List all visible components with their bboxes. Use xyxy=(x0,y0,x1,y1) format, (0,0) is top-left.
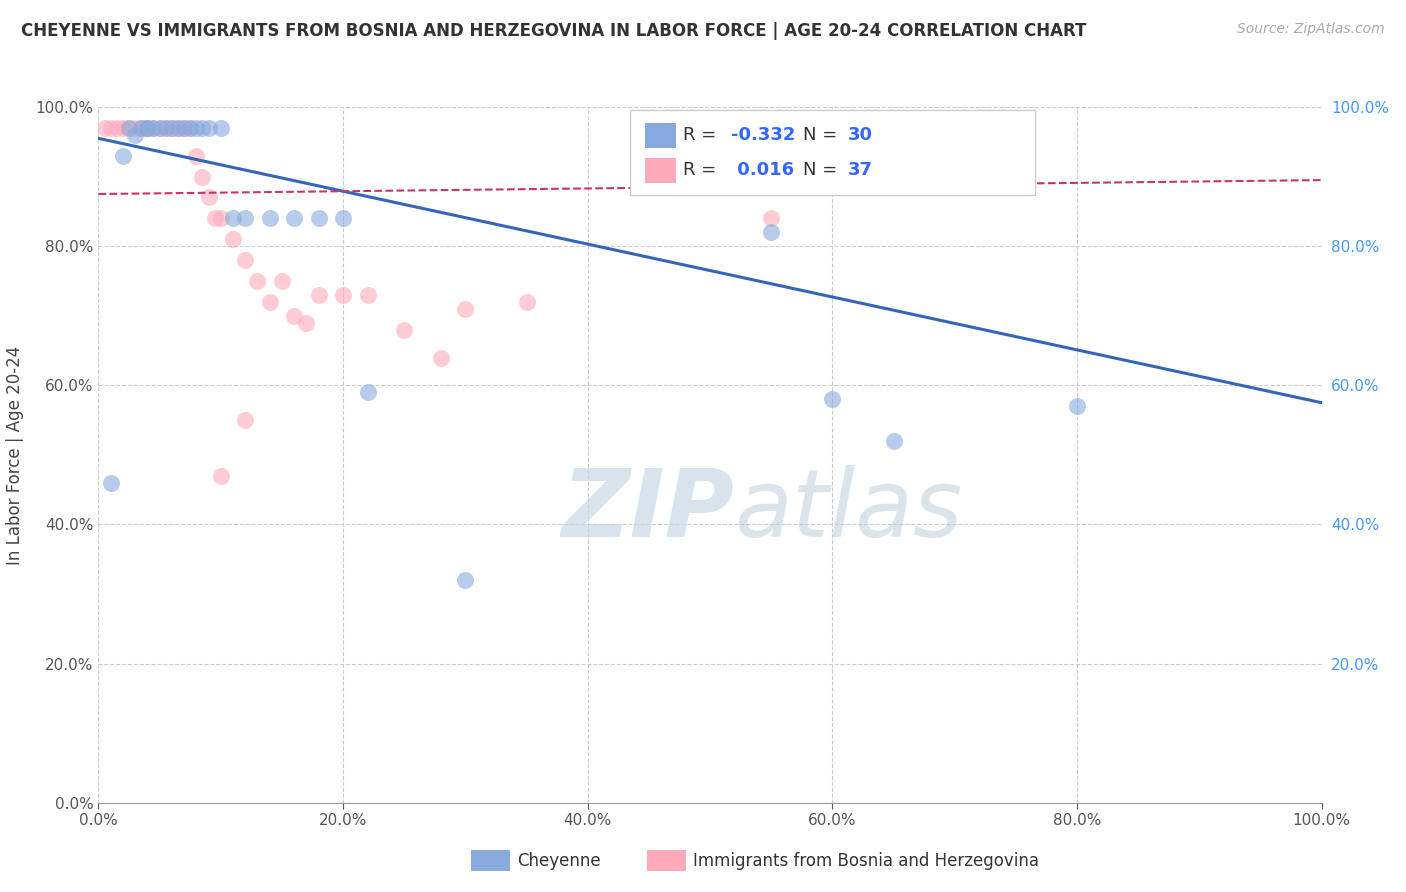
Text: Cheyenne: Cheyenne xyxy=(517,852,600,870)
Text: R =: R = xyxy=(683,161,723,179)
Point xyxy=(160,120,183,135)
Point xyxy=(136,120,159,135)
Point xyxy=(222,211,245,226)
Point xyxy=(124,128,146,142)
Text: -0.332: -0.332 xyxy=(731,127,796,145)
Point xyxy=(100,120,122,135)
Point xyxy=(93,120,115,135)
Text: Immigrants from Bosnia and Herzegovina: Immigrants from Bosnia and Herzegovina xyxy=(693,852,1039,870)
Text: R =: R = xyxy=(683,127,723,145)
Point xyxy=(105,120,128,135)
Point xyxy=(129,120,152,135)
Text: 0.016: 0.016 xyxy=(731,161,794,179)
Point xyxy=(233,211,256,226)
Text: ZIP: ZIP xyxy=(561,465,734,557)
Point xyxy=(124,120,146,135)
Point xyxy=(209,120,232,135)
Point xyxy=(100,475,122,490)
Point xyxy=(454,301,477,316)
Point xyxy=(111,120,134,135)
Point xyxy=(209,468,232,483)
Point xyxy=(142,120,165,135)
Point xyxy=(191,169,214,184)
Text: N =: N = xyxy=(803,161,842,179)
Point xyxy=(209,211,232,226)
Point xyxy=(356,288,378,302)
Point xyxy=(149,120,172,135)
Point xyxy=(356,385,378,400)
Text: 37: 37 xyxy=(848,161,873,179)
Point xyxy=(332,211,354,226)
Point xyxy=(454,573,477,587)
Point xyxy=(283,309,305,323)
Point xyxy=(167,120,190,135)
Point xyxy=(160,120,183,135)
Text: N =: N = xyxy=(803,127,842,145)
Point xyxy=(118,120,141,135)
Text: atlas: atlas xyxy=(734,465,963,556)
Point xyxy=(259,294,281,309)
Point xyxy=(332,288,354,302)
Point xyxy=(197,190,219,204)
Point xyxy=(1066,399,1088,413)
Point xyxy=(173,120,195,135)
Point xyxy=(392,323,416,337)
Point xyxy=(222,232,245,246)
Point xyxy=(155,120,177,135)
Point xyxy=(118,120,141,135)
Point xyxy=(233,413,256,427)
Point xyxy=(111,149,134,163)
Point xyxy=(270,274,294,288)
Point xyxy=(167,120,190,135)
Point xyxy=(204,211,226,226)
Point xyxy=(761,225,783,239)
Point xyxy=(515,294,537,309)
Point xyxy=(136,120,159,135)
Point xyxy=(186,120,208,135)
Point xyxy=(259,211,281,226)
Point xyxy=(430,351,453,365)
Point xyxy=(883,434,905,448)
Point xyxy=(155,120,177,135)
Point xyxy=(233,253,256,268)
Point xyxy=(761,211,783,226)
Point xyxy=(142,120,165,135)
Point xyxy=(191,120,214,135)
Point xyxy=(308,211,330,226)
Point xyxy=(179,120,201,135)
Text: CHEYENNE VS IMMIGRANTS FROM BOSNIA AND HERZEGOVINA IN LABOR FORCE | AGE 20-24 CO: CHEYENNE VS IMMIGRANTS FROM BOSNIA AND H… xyxy=(21,22,1087,40)
Text: 30: 30 xyxy=(848,127,873,145)
Point xyxy=(136,120,159,135)
Point xyxy=(283,211,305,226)
Point xyxy=(308,288,330,302)
Point xyxy=(129,120,152,135)
Point xyxy=(149,120,172,135)
Point xyxy=(173,120,195,135)
Text: Source: ZipAtlas.com: Source: ZipAtlas.com xyxy=(1237,22,1385,37)
Point xyxy=(186,149,208,163)
Point xyxy=(295,316,318,330)
Point xyxy=(179,120,201,135)
Point xyxy=(821,392,844,407)
Y-axis label: In Labor Force | Age 20-24: In Labor Force | Age 20-24 xyxy=(7,345,24,565)
Point xyxy=(246,274,269,288)
Point xyxy=(197,120,219,135)
